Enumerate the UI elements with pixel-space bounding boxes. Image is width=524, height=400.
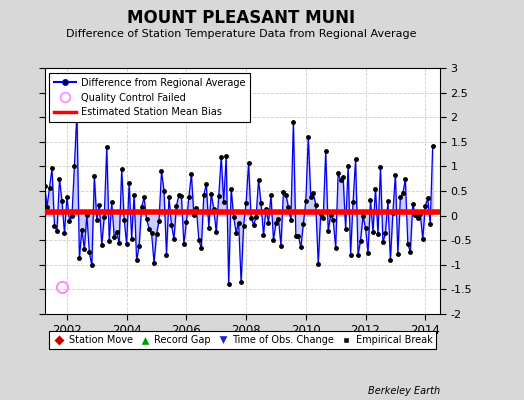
Text: Berkeley Earth: Berkeley Earth	[368, 386, 440, 396]
Legend: Difference from Regional Average, Quality Control Failed, Estimated Station Mean: Difference from Regional Average, Qualit…	[49, 73, 250, 122]
Legend: Station Move, Record Gap, Time of Obs. Change, Empirical Break: Station Move, Record Gap, Time of Obs. C…	[49, 331, 436, 349]
Text: Difference of Station Temperature Data from Regional Average: Difference of Station Temperature Data f…	[66, 29, 416, 39]
Text: MOUNT PLEASANT MUNI: MOUNT PLEASANT MUNI	[127, 9, 355, 27]
